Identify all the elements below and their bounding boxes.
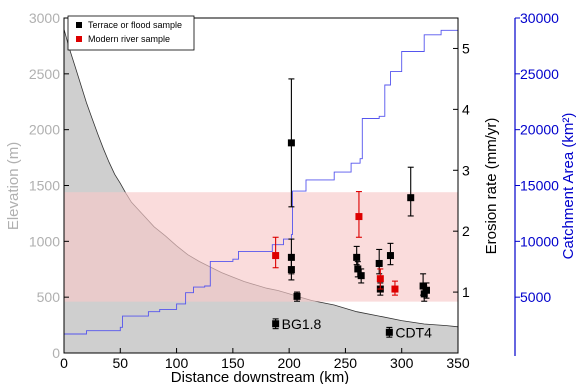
annotation-label-cdt4: CDT4 xyxy=(395,324,432,340)
x-tick-label: 200 xyxy=(277,355,301,371)
legend: Terrace or flood sample Modern river sam… xyxy=(67,15,195,51)
x-tick-label: 350 xyxy=(446,355,470,371)
x-tick-label: 300 xyxy=(390,355,414,371)
annotation-label-bg1-8: BG1.8 xyxy=(282,316,322,332)
modern-point xyxy=(376,275,384,283)
right-tick-label: 5 xyxy=(462,40,470,56)
left-tick-label: 1500 xyxy=(29,178,60,194)
far-right-tick-label: 30000 xyxy=(520,10,559,26)
erosion-band xyxy=(64,192,458,302)
terrace-point xyxy=(407,194,415,202)
legend-box xyxy=(67,15,195,51)
far-right-tick-label: 10000 xyxy=(520,233,559,249)
modern-point xyxy=(391,285,399,293)
left-tick-label: 1000 xyxy=(29,233,60,249)
x-tick-label: 100 xyxy=(165,355,189,371)
terrace-point xyxy=(386,252,394,260)
annotation-point-bg1-8 xyxy=(272,320,280,328)
terrace-point xyxy=(353,253,361,261)
catchment-area-line xyxy=(64,26,459,335)
legend-label-terrace: Terrace or flood sample xyxy=(88,20,182,30)
terrace-point xyxy=(293,292,301,300)
terrace-point xyxy=(357,272,365,280)
legend-marker-terrace xyxy=(76,22,82,28)
left-axis-title: Elevation (m) xyxy=(5,142,22,230)
x-tick-label: 150 xyxy=(221,355,245,371)
legend-label-modern: Modern river sample xyxy=(88,34,170,44)
left-tick-label: 500 xyxy=(37,289,61,305)
terrace-point xyxy=(375,259,383,267)
right-tick-label: 2 xyxy=(462,223,470,239)
catchment-area-layer xyxy=(64,26,459,335)
x-axis-title: Distance downstream (km) xyxy=(171,369,349,384)
data-points-layer: BG1.8 CDT4 xyxy=(272,78,432,340)
right-axis-title: Erosion rate (mm/yr) xyxy=(483,118,500,255)
legend-marker-modern xyxy=(76,36,82,42)
far-right-axis-title: Catchment Area (km²) xyxy=(560,113,577,260)
elevation-fill-layer xyxy=(63,29,459,353)
modern-point xyxy=(272,252,280,260)
right-tick-label: 4 xyxy=(462,101,470,117)
terrace-point xyxy=(287,253,295,261)
x-tick-label: 0 xyxy=(60,355,68,371)
left-tick-label: 0 xyxy=(52,345,60,361)
terrace-point xyxy=(287,266,295,274)
right-tick-label: 3 xyxy=(462,162,470,178)
x-tick-label: 250 xyxy=(334,355,358,371)
far-right-tick-label: 25000 xyxy=(520,66,559,82)
terrace-point xyxy=(354,265,362,273)
far-right-tick-label: 5000 xyxy=(520,289,551,305)
annotation-point-cdt4 xyxy=(385,328,393,336)
x-tick-label: 50 xyxy=(112,355,128,371)
modern-point xyxy=(355,213,363,221)
left-tick-label: 3000 xyxy=(29,10,60,26)
tick-labels: 0 50 100 150 200 250 300 3500500100015002000250… xyxy=(29,10,559,371)
far-right-tick-label: 20000 xyxy=(520,122,559,138)
erosion-band-layer xyxy=(64,192,458,302)
plot-frame xyxy=(63,17,520,356)
terrace-point xyxy=(422,286,430,294)
left-tick-label: 2000 xyxy=(29,122,60,138)
left-tick-label: 2500 xyxy=(29,66,60,82)
terrace-point xyxy=(287,139,295,147)
terrace-point xyxy=(420,290,428,298)
far-right-tick-label: 15000 xyxy=(520,178,559,194)
right-tick-label: 1 xyxy=(462,284,470,300)
elevation-area xyxy=(64,29,458,353)
